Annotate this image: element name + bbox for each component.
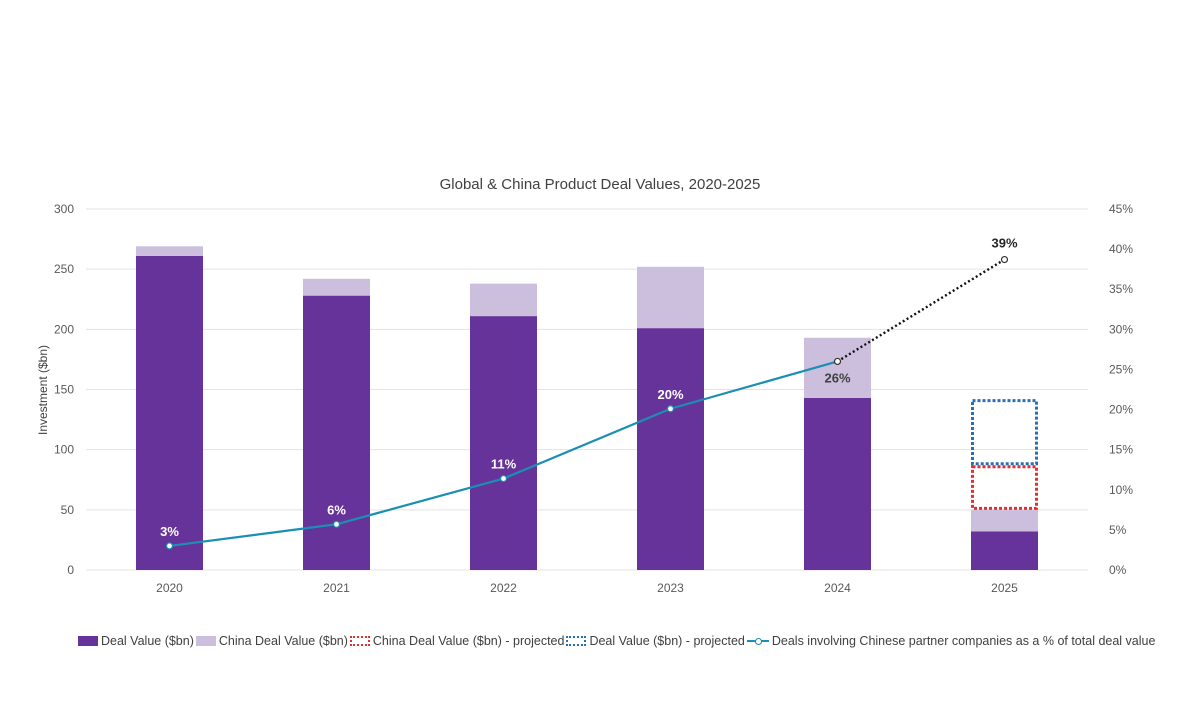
y-tick-label: 0 (67, 563, 74, 577)
x-tick-label: 2025 (991, 581, 1018, 595)
legend-line-icon (746, 636, 769, 646)
y2-tick-label: 30% (1109, 322, 1133, 336)
bar (637, 266, 704, 329)
chart-title: Global & China Product Deal Values, 2020… (439, 176, 761, 193)
bar (136, 246, 203, 256)
data-label: 26% (824, 370, 850, 385)
data-label: 3% (160, 524, 179, 539)
legend-label: Deal Value ($bn) - projected (589, 634, 745, 648)
legend-swatch (195, 636, 216, 646)
legend-swatch (78, 636, 98, 646)
legend-item: Deals involving Chinese partner companie… (746, 634, 1156, 648)
data-label: 11% (491, 457, 517, 472)
bar (971, 531, 1038, 570)
line-point (499, 474, 508, 483)
y2-tick-label: 5% (1109, 523, 1127, 537)
bar-projected (971, 399, 1038, 466)
legend-label: China Deal Value ($bn) - projected (372, 634, 565, 648)
legend-swatch-projected (566, 636, 587, 646)
line-point (1000, 255, 1009, 264)
y2-tick-label: 25% (1109, 362, 1133, 376)
line-point (165, 542, 174, 550)
line-series-projected (836, 258, 1006, 363)
legend-label: Deals involving Chinese partner companie… (771, 634, 1156, 648)
y2-tick-label: 15% (1109, 443, 1133, 457)
bar (470, 316, 537, 570)
y2-tick-label: 10% (1109, 483, 1133, 497)
y-tick-label: 50 (61, 503, 75, 517)
bar (303, 278, 370, 296)
data-label: 39% (991, 236, 1017, 251)
x-tick-label: 2024 (824, 581, 851, 595)
y-tick-label: 300 (54, 202, 74, 216)
x-tick-label: 2020 (156, 581, 183, 595)
legend-item: Deal Value ($bn) (78, 634, 194, 648)
x-tick-label: 2022 (490, 581, 517, 595)
line-point (332, 520, 341, 528)
x-tick-label: 2021 (323, 581, 350, 595)
legend-item: China Deal Value ($bn) (195, 634, 348, 648)
legend-label: Deal Value ($bn) (101, 634, 194, 648)
y2-tick-label: 0% (1109, 563, 1127, 577)
legend-label: China Deal Value ($bn) (218, 634, 348, 648)
bar (804, 397, 871, 570)
y-tick-label: 200 (54, 322, 74, 336)
y2-tick-label: 40% (1109, 242, 1133, 256)
legend-item: Deal Value ($bn) - projected (566, 634, 745, 648)
bar (303, 295, 370, 570)
bar (136, 255, 203, 570)
bar (637, 328, 704, 570)
y-tick-label: 100 (54, 443, 74, 457)
bar-projected (971, 465, 1038, 510)
y-tick-label: 150 (54, 383, 74, 397)
x-tick-label: 2023 (657, 581, 684, 595)
y-axis-label: Investment ($bn) (36, 345, 50, 435)
bar (470, 283, 537, 317)
bar (971, 509, 1038, 532)
legend-item: China Deal Value ($bn) - projected (349, 634, 565, 648)
data-label: 6% (327, 502, 346, 517)
y2-tick-label: 45% (1109, 202, 1133, 216)
data-label: 20% (657, 387, 683, 402)
y-tick-label: 250 (54, 262, 74, 276)
y2-tick-label: 35% (1109, 282, 1133, 296)
y2-tick-label: 20% (1109, 403, 1133, 417)
legend-swatch-projected (349, 636, 370, 646)
line-point (833, 357, 842, 366)
line-point (666, 405, 675, 413)
chart-legend: Deal Value ($bn) China Deal Value ($bn) Ch… (78, 634, 1157, 648)
